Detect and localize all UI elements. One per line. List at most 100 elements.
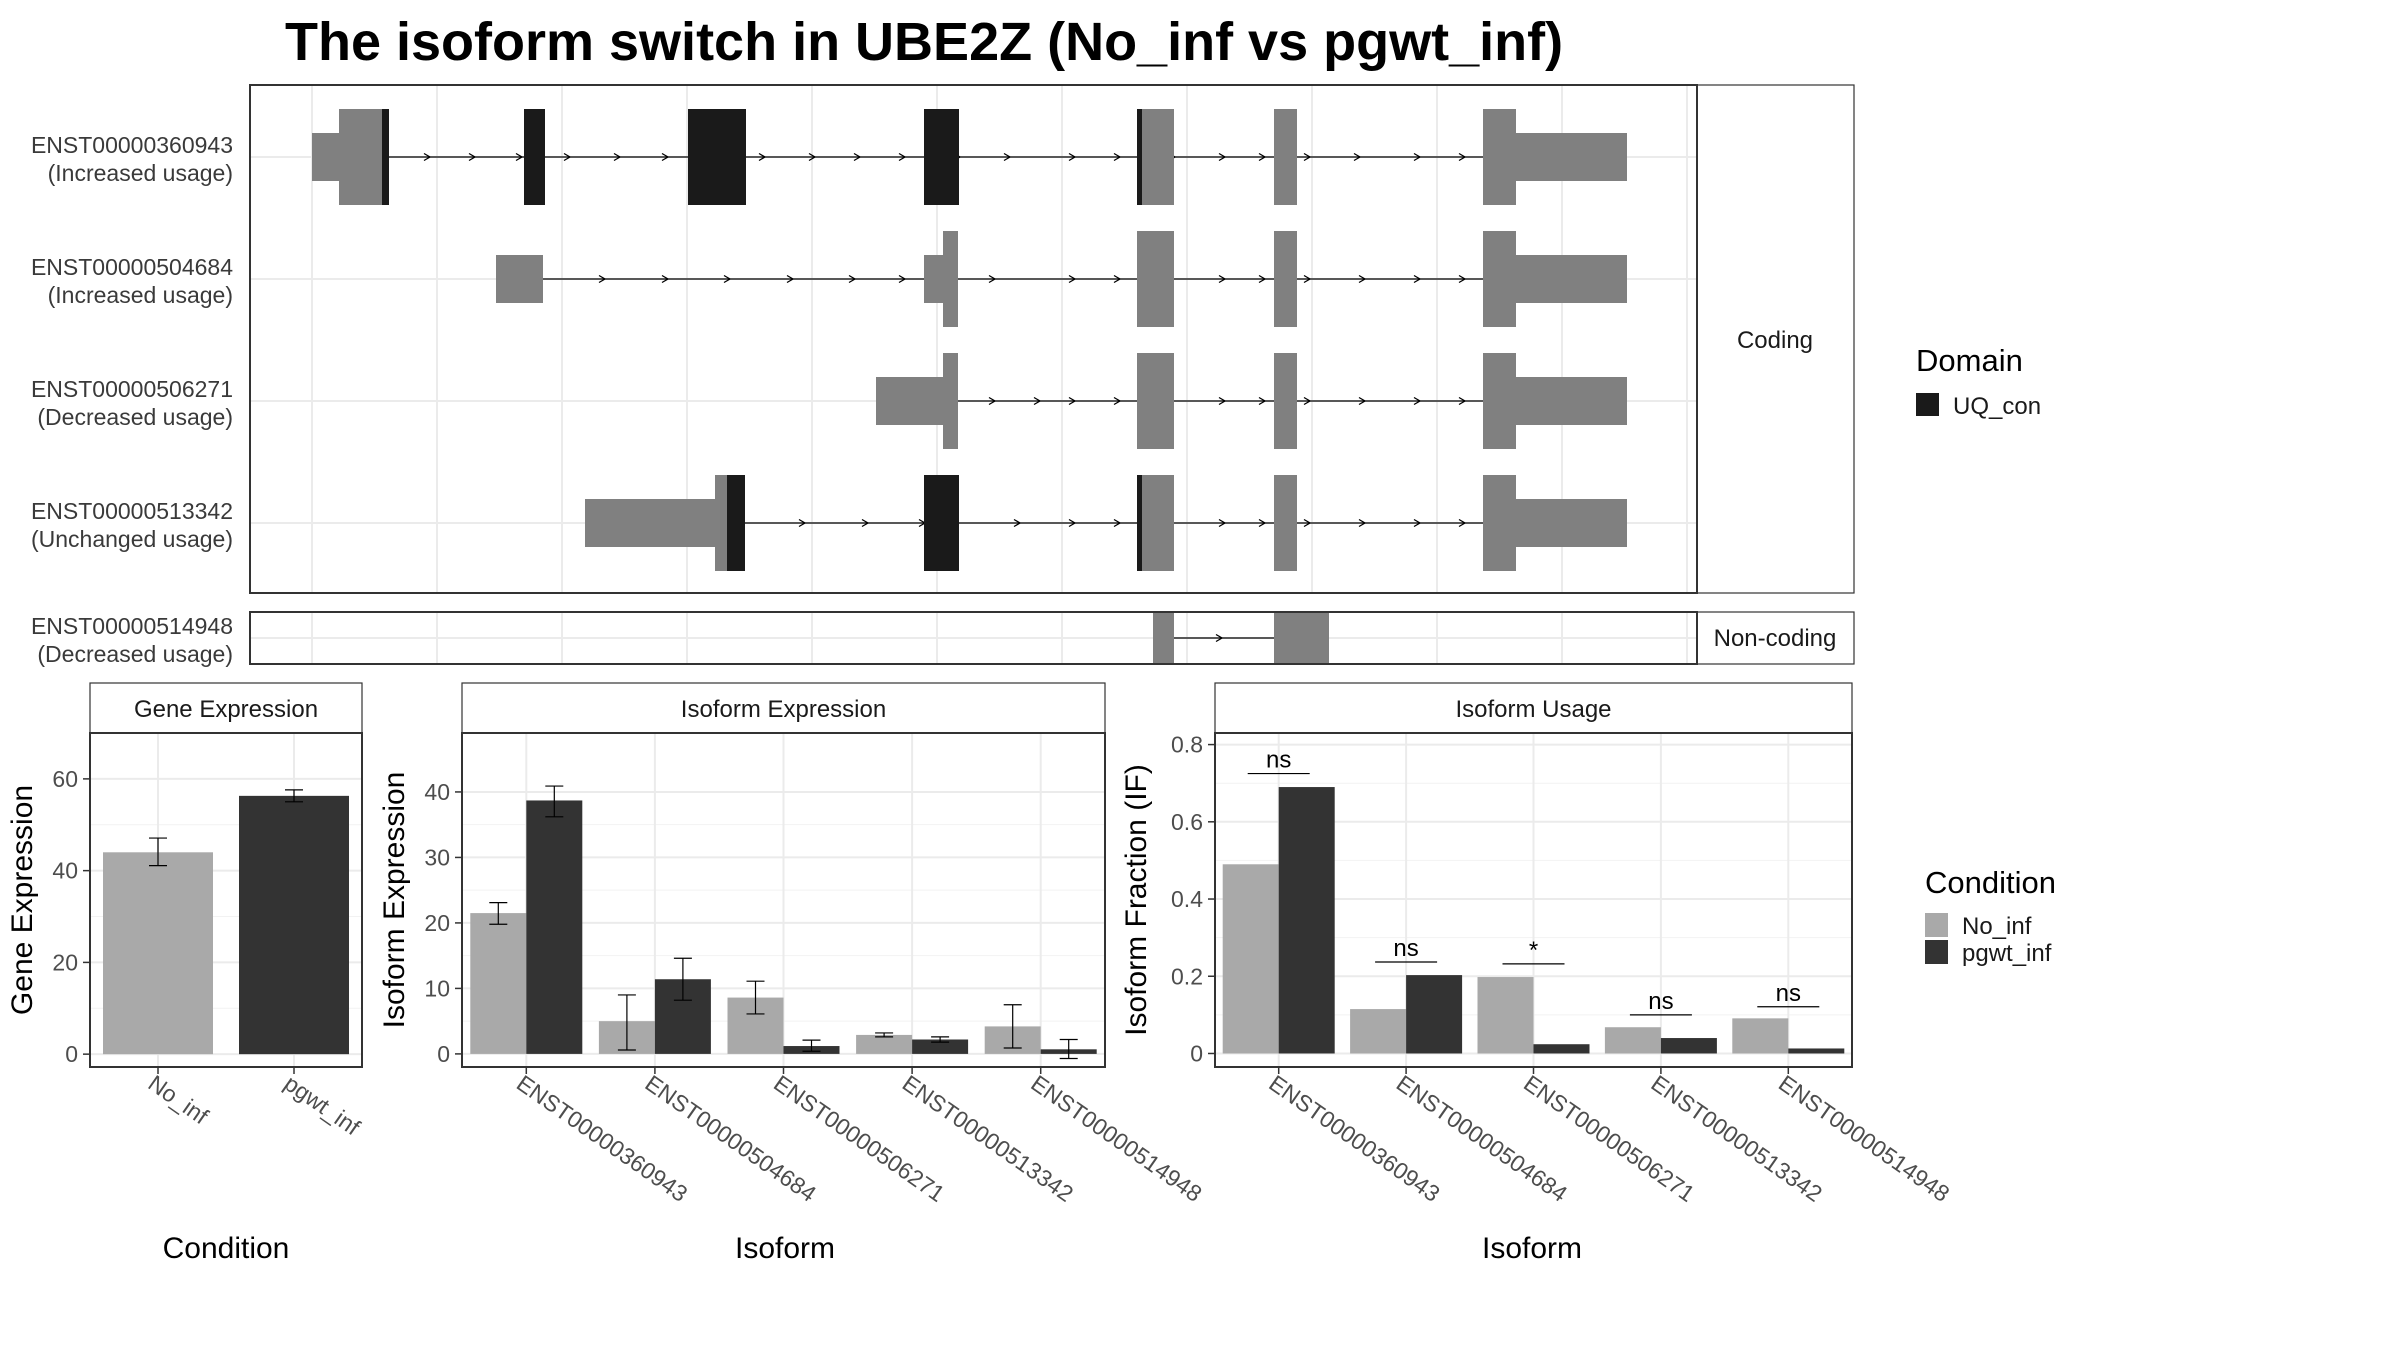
exon-block — [1516, 377, 1627, 425]
intron-arrow — [468, 152, 477, 162]
figure-title: The isoform switch in UBE2Z (No_inf vs p… — [285, 12, 1563, 72]
y-tick-label: 0 — [65, 1041, 78, 1067]
intron-arrow — [1358, 396, 1367, 406]
bar — [1788, 1048, 1845, 1054]
domain-legend-key — [1916, 393, 1939, 416]
intron-arrow — [1068, 274, 1077, 284]
error-bar — [1003, 1004, 1022, 1049]
intron-arrow — [1113, 396, 1122, 406]
transcript-structure-panel: CodingNon-codingENST00000360943(Increase… — [31, 84, 1855, 667]
error-bar — [673, 957, 692, 1001]
x-tick-label: pgwt_inf — [280, 1070, 366, 1141]
y-tick-label: 20 — [52, 949, 78, 975]
intron-arrow — [515, 152, 524, 162]
x-axis-title: Isoform — [1482, 1232, 1582, 1265]
exon-block — [1516, 255, 1627, 303]
transcript-id-label: ENST00000504684 — [31, 254, 233, 280]
exon-block — [1516, 133, 1627, 181]
intron-arrow — [723, 274, 732, 284]
domain-legend-label: UQ_con — [1953, 393, 2041, 420]
intron-arrow — [1303, 152, 1312, 162]
intron-arrow — [1458, 518, 1467, 528]
noncoding-panel-border — [249, 611, 1698, 665]
intron-arrow — [1358, 518, 1367, 528]
intron-arrow — [563, 152, 572, 162]
noncoding-strip-label: Non-coding — [1714, 625, 1837, 652]
error-bar — [931, 1036, 950, 1043]
intron-arrow — [1258, 396, 1267, 406]
intron-arrow — [1303, 274, 1312, 284]
exon-block — [339, 109, 382, 205]
bar — [856, 1034, 913, 1054]
error-bar — [489, 902, 508, 925]
y-tick-label: 0.6 — [1171, 809, 1203, 835]
domain-block — [924, 109, 959, 205]
bar — [526, 800, 583, 1054]
bar — [239, 795, 349, 1055]
intron-arrow — [1258, 518, 1267, 528]
domain-block — [1137, 109, 1142, 205]
exon-block — [1142, 475, 1174, 571]
exon-block — [496, 255, 543, 303]
bar — [470, 913, 527, 1054]
bar — [1350, 1009, 1407, 1054]
y-tick-label: 10 — [424, 975, 450, 1001]
significance-label: ns — [1266, 747, 1291, 774]
exon-block — [1274, 231, 1297, 327]
error-bar — [1059, 1038, 1078, 1060]
condition-legend-key — [1925, 940, 1948, 964]
intron-arrow — [1413, 152, 1422, 162]
domain-block — [1137, 475, 1142, 571]
exon-block — [1516, 499, 1627, 547]
y-tick-label: 40 — [52, 858, 78, 884]
intron-arrow — [423, 152, 432, 162]
bar — [103, 852, 213, 1055]
transcript-model — [496, 231, 1627, 327]
y-tick-label: 0.4 — [1171, 886, 1203, 912]
error-bar — [149, 837, 167, 867]
intron-arrow — [1303, 396, 1312, 406]
domain-block — [382, 109, 389, 205]
intron-arrow — [1013, 518, 1022, 528]
x-tick-label: No_inf — [144, 1070, 214, 1130]
bar — [1278, 787, 1335, 1054]
domain-block — [924, 475, 959, 571]
transcript-model — [585, 475, 1627, 571]
domain-legend-title: Domain — [1916, 343, 2023, 378]
facet-strip-title: Isoform Expression — [681, 696, 886, 723]
x-axis-title: Condition — [163, 1232, 290, 1265]
intron-arrow — [1458, 152, 1467, 162]
intron-arrow — [1033, 396, 1042, 406]
y-tick-label: 0.8 — [1171, 732, 1203, 758]
transcript-usage-label: (Decreased usage) — [37, 404, 233, 430]
facet-strip-title: Isoform Usage — [1455, 696, 1611, 723]
transcript-usage-label: (Increased usage) — [48, 282, 233, 308]
intron-arrow — [598, 274, 607, 284]
intron-arrow — [1218, 396, 1227, 406]
exon-block — [1142, 109, 1174, 205]
intron-arrow — [1068, 518, 1077, 528]
transcript-id-label: ENST00000513342 — [31, 498, 233, 524]
intron-arrow — [1258, 274, 1267, 284]
y-tick-label: 60 — [52, 766, 78, 792]
intron-arrow — [988, 396, 997, 406]
intron-arrow — [988, 274, 997, 284]
coding-strip-label: Coding — [1737, 327, 1813, 354]
gene-expression-panel: Gene Expression 0 20 40 60 No_inf pgwt_inf Cond… — [6, 682, 366, 1265]
transcript-usage-label: (Decreased usage) — [37, 641, 233, 667]
exon-block — [1274, 612, 1329, 664]
transcript-usage-label: (Unchanged usage) — [31, 526, 233, 552]
exon-block — [1483, 475, 1516, 571]
intron-arrow — [898, 152, 907, 162]
exon-block — [1274, 475, 1297, 571]
exon-block — [943, 353, 958, 449]
error-bar — [617, 994, 636, 1051]
facet-strip — [89, 682, 363, 734]
intron-arrow — [1413, 396, 1422, 406]
facet-strip — [1214, 682, 1853, 734]
bar — [1533, 1044, 1590, 1054]
intron-arrow — [786, 274, 795, 284]
y-tick-label: 30 — [424, 844, 450, 870]
